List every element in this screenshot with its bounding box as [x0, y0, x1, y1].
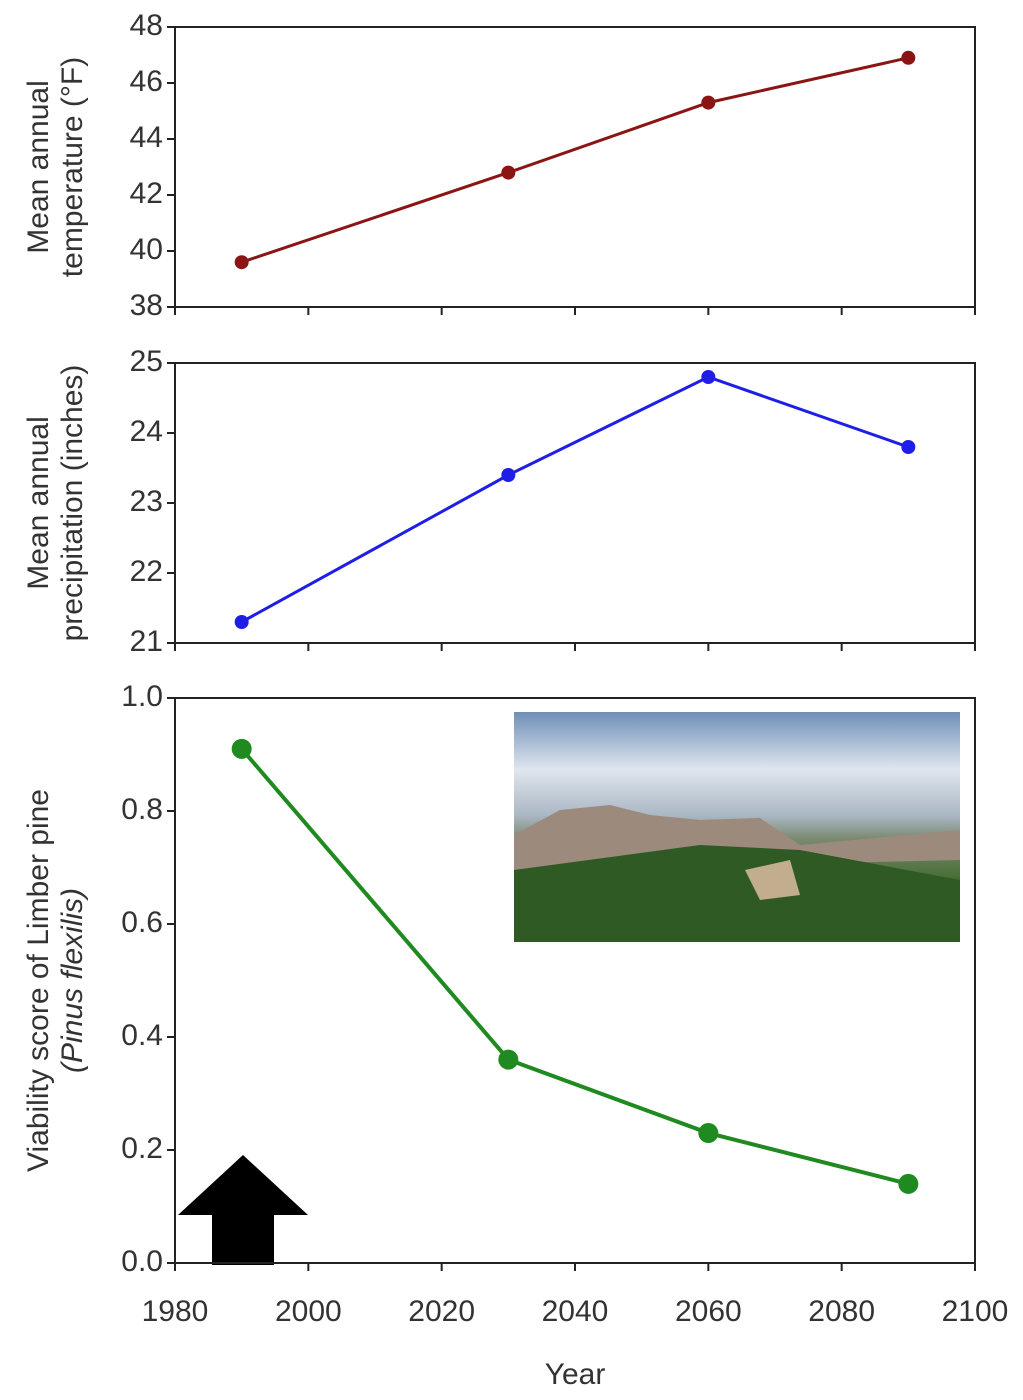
- point: [701, 96, 715, 110]
- plot-frame: [175, 363, 975, 643]
- y-tick-label: 0.2: [121, 1132, 163, 1165]
- y-axis-label: Viability score of Limber pine: [22, 789, 55, 1172]
- x-tick-label: 1980: [142, 1295, 209, 1328]
- point: [232, 739, 252, 759]
- x-tick-label: 2060: [675, 1295, 742, 1328]
- y-tick-label: 42: [130, 177, 163, 210]
- x-axis-label: Year: [545, 1358, 606, 1391]
- y-tick-label: 21: [130, 625, 163, 658]
- y-tick-label: 0.4: [121, 1019, 163, 1052]
- photo: [514, 712, 960, 942]
- figure: 384042444648Mean annualtemperature (°F)2…: [0, 0, 1023, 1395]
- y-axis-label: (Pinus flexilis): [56, 888, 89, 1073]
- line: [242, 58, 909, 262]
- y-tick-label: 0.6: [121, 906, 163, 939]
- y-axis-label: precipitation (inches): [56, 365, 89, 642]
- point: [898, 1174, 918, 1194]
- point: [901, 440, 915, 454]
- x-tick-label: 2020: [408, 1295, 475, 1328]
- y-tick-label: 38: [130, 289, 163, 322]
- point: [235, 255, 249, 269]
- y-axis-label: Mean annual: [22, 80, 55, 253]
- line: [242, 377, 909, 622]
- y-tick-label: 0.0: [121, 1245, 163, 1278]
- y-axis-label: Mean annual: [22, 416, 55, 589]
- y-tick-label: 24: [130, 415, 163, 448]
- x-tick-label: 2100: [942, 1295, 1009, 1328]
- y-axis-label: temperature (°F): [56, 57, 89, 277]
- point: [498, 1050, 518, 1070]
- x-tick-label: 2080: [808, 1295, 875, 1328]
- point: [235, 615, 249, 629]
- x-tick-label: 2000: [275, 1295, 342, 1328]
- y-tick-label: 40: [130, 233, 163, 266]
- point: [501, 166, 515, 180]
- arrow: [178, 1155, 308, 1265]
- y-tick-label: 46: [130, 65, 163, 98]
- y-tick-label: 48: [130, 9, 163, 42]
- point: [501, 468, 515, 482]
- point: [901, 51, 915, 65]
- y-tick-label: 44: [130, 121, 163, 154]
- y-tick-label: 0.8: [121, 793, 163, 826]
- y-tick-label: 1.0: [121, 680, 163, 713]
- y-tick-label: 22: [130, 555, 163, 588]
- x-tick-label: 2040: [542, 1295, 609, 1328]
- point: [701, 370, 715, 384]
- y-tick-label: 25: [130, 345, 163, 378]
- y-tick-label: 23: [130, 485, 163, 518]
- point: [698, 1123, 718, 1143]
